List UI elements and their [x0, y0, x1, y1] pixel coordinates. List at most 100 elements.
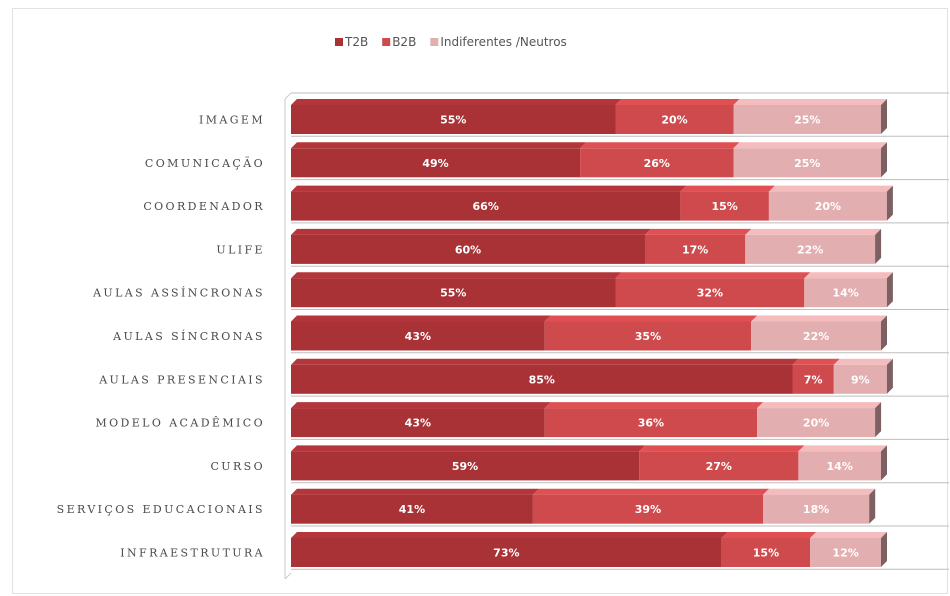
data-label: 26% [644, 157, 670, 170]
data-label: 43% [405, 330, 431, 343]
bar-top-face [733, 99, 887, 105]
bar-segment [291, 321, 545, 351]
data-label: 14% [832, 287, 858, 300]
data-label: 43% [405, 417, 431, 430]
data-label: 22% [797, 243, 823, 256]
data-label: 17% [682, 243, 708, 256]
bar-side-face [869, 488, 876, 524]
legend-swatch-1 [382, 38, 391, 46]
bar-segment [745, 234, 876, 264]
bar-segment [615, 278, 805, 308]
bar-segment [757, 408, 876, 438]
data-label: 36% [638, 417, 664, 430]
bar-segment [544, 321, 752, 351]
bar-segment [291, 408, 545, 438]
bar-segment [680, 191, 769, 221]
bar-segment [291, 234, 645, 264]
category-label: COMUNICAÇÃO [145, 156, 265, 170]
bar-top-face [757, 402, 882, 409]
data-label: 39% [635, 503, 661, 516]
bar-side-face [881, 445, 887, 481]
bar-top-face [580, 142, 740, 149]
category-label: SERVIÇOS EDUCACIONAIS [57, 503, 265, 516]
bar-top-face [291, 228, 651, 235]
data-label: 35% [635, 330, 661, 343]
data-label: 59% [452, 460, 478, 473]
category-label: COORDENADOR [143, 200, 265, 213]
bar-segment [532, 494, 763, 524]
bar-top-face [544, 315, 758, 322]
bar-segment [721, 538, 811, 567]
bar-side-face [875, 228, 882, 264]
bar-top-face [291, 402, 551, 409]
bar-segment [291, 364, 793, 394]
data-label: 12% [832, 547, 858, 560]
bar-segment [751, 321, 881, 351]
category-label: AULAS PRESENCIAIS [98, 373, 265, 386]
data-label: 73% [493, 547, 519, 560]
bars: 55% 20% 25% 49% 26% 25% 66% 15% 20% 60% 17% 22% 55% 3… [291, 99, 893, 567]
legend-swatch-2 [430, 38, 439, 46]
category-label: AULAS ASSÍNCRONAS [92, 286, 265, 300]
bar-top-face [532, 488, 769, 495]
bar-segment [645, 234, 746, 264]
data-label: 60% [455, 243, 481, 256]
stacked-bar-chart: T2B B2B Indiferentes /Neutros IMAGEM COMUNI… [57, 35, 949, 580]
legend: T2B B2B Indiferentes /Neutros [335, 35, 567, 49]
bar-segment [639, 451, 799, 481]
data-label: 25% [794, 114, 820, 127]
bar-top-face [833, 358, 893, 365]
bar-segment [291, 148, 581, 178]
category-labels: IMAGEM COMUNICAÇÃO COORDENADOR ULIFE AULAS A… [57, 114, 265, 560]
bar-top-face [680, 185, 775, 192]
bar-side-face [881, 315, 887, 351]
legend-swatch-0 [335, 38, 343, 46]
bar-segment [792, 364, 834, 394]
bar-top-face [810, 532, 887, 538]
data-label: 25% [794, 157, 820, 170]
bar-top-face [291, 142, 587, 149]
category-label: INFRAESTRUTURA [120, 547, 265, 560]
data-label: 15% [711, 200, 737, 213]
bar-top-face [291, 185, 687, 192]
bar-top-face [615, 272, 811, 279]
bar-segment [544, 408, 758, 438]
bar-side-face [886, 272, 893, 308]
data-label: 55% [440, 287, 466, 300]
bar-top-face [768, 185, 893, 192]
bar-segment [291, 538, 722, 567]
bar-top-face [291, 99, 622, 105]
bar-top-face [721, 532, 817, 538]
bar-top-face [751, 315, 887, 322]
bar-side-face [881, 142, 887, 178]
bar-top-face [639, 445, 805, 452]
bar-side-face [881, 532, 887, 567]
bar-top-face [615, 99, 740, 105]
bar-segment [768, 191, 887, 221]
category-label: AULAS SÍNCRONAS [112, 329, 265, 343]
axis-wall-bottom [284, 572, 292, 580]
data-label: 7% [804, 373, 823, 386]
data-label: 66% [473, 200, 499, 213]
data-label: 32% [697, 287, 723, 300]
legend-label-2: Indiferentes /Neutros [440, 35, 567, 49]
bar-segment [291, 278, 616, 308]
bar-segment [810, 538, 881, 567]
category-label: IMAGEM [199, 114, 265, 127]
chart-frame: T2B B2B Indiferentes /Neutros IMAGEM COMUNI… [12, 8, 949, 594]
data-label: 20% [661, 114, 687, 127]
category-label: ULIFE [216, 243, 265, 256]
bar-segment [798, 451, 881, 481]
bar-side-face [886, 185, 893, 221]
bar-top-face [763, 488, 876, 495]
bar-side-face [881, 99, 887, 134]
bar-segment [615, 105, 734, 134]
bar-top-face [733, 142, 887, 149]
bar-segment [733, 148, 881, 178]
bar-top-face [804, 272, 893, 279]
data-label: 14% [827, 460, 853, 473]
bar-top-face [645, 228, 752, 235]
bar-segment [804, 278, 887, 308]
bar-side-face [875, 402, 882, 438]
bar-top-face [291, 358, 799, 365]
